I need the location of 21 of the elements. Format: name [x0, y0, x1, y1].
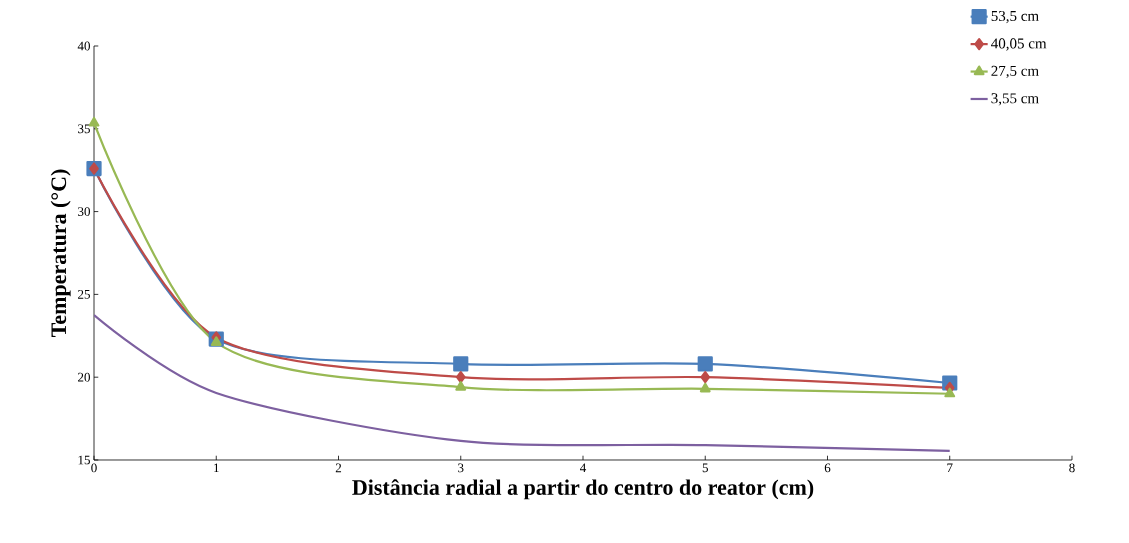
y-tick-label: 40: [77, 41, 90, 51]
y-tick-label: 25: [78, 290, 90, 299]
x-tick-label: 8: [1069, 463, 1075, 473]
y-tick-label: 15: [78, 455, 90, 465]
x-tick-label: 0: [91, 463, 97, 473]
legend-label: 53,5 cm: [991, 10, 1039, 24]
x-tick-label: 5: [702, 463, 708, 473]
y-tick-label: 30: [78, 207, 90, 216]
x-tick-label: 7: [947, 463, 953, 473]
x-tick-label: 1: [214, 463, 219, 473]
x-tick-label: 6: [824, 463, 831, 473]
legend-label: 40,05 cm: [991, 38, 1047, 51]
x-tick-label: 3: [458, 463, 464, 473]
x-axis-title: Distância radial a partir do centro do reator (cm): [352, 479, 814, 500]
x-tick-label: 4: [580, 463, 587, 473]
legend-label: 27,5 cm: [991, 65, 1039, 79]
legend-label: 3,55 cm: [991, 93, 1039, 106]
x-tick-label: 2: [335, 463, 342, 473]
y-axis-title: Temperatura (°C): [50, 169, 71, 337]
y-tick-label: 35: [78, 124, 90, 134]
y-tick-label: 20: [78, 372, 90, 382]
